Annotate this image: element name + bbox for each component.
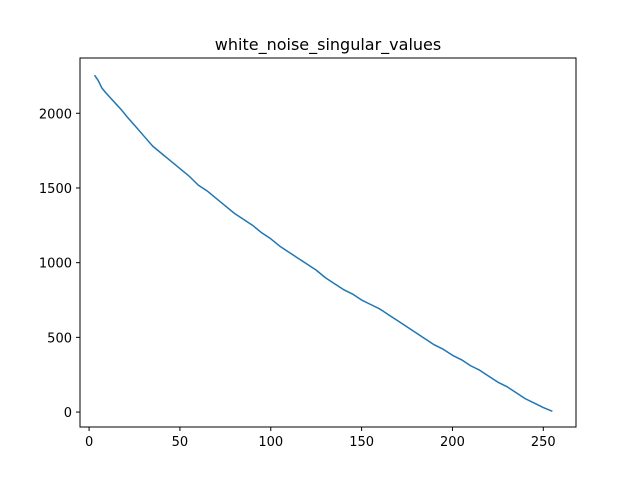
plot-frame	[79, 57, 577, 428]
x-tick-label: 0	[85, 435, 93, 450]
y-tick-label: 1000	[39, 257, 72, 272]
x-tick-label: 200	[440, 435, 465, 450]
x-tick-label: 250	[531, 435, 556, 450]
x-tick-label: 50	[172, 435, 189, 450]
chart-title: white_noise_singular_values	[215, 35, 441, 55]
y-axis: 0 500 1000 1500 2000	[39, 107, 80, 421]
y-tick-label: 2000	[39, 107, 72, 122]
y-tick-label: 0	[64, 406, 72, 421]
series-layer	[93, 74, 553, 413]
x-axis: 0 50 100 150 200 250	[85, 427, 556, 450]
y-tick-label: 1500	[39, 182, 72, 197]
series-line	[93, 74, 553, 413]
x-tick-label: 100	[258, 435, 283, 450]
x-tick-label: 150	[349, 435, 374, 450]
y-tick-label: 500	[47, 331, 72, 346]
